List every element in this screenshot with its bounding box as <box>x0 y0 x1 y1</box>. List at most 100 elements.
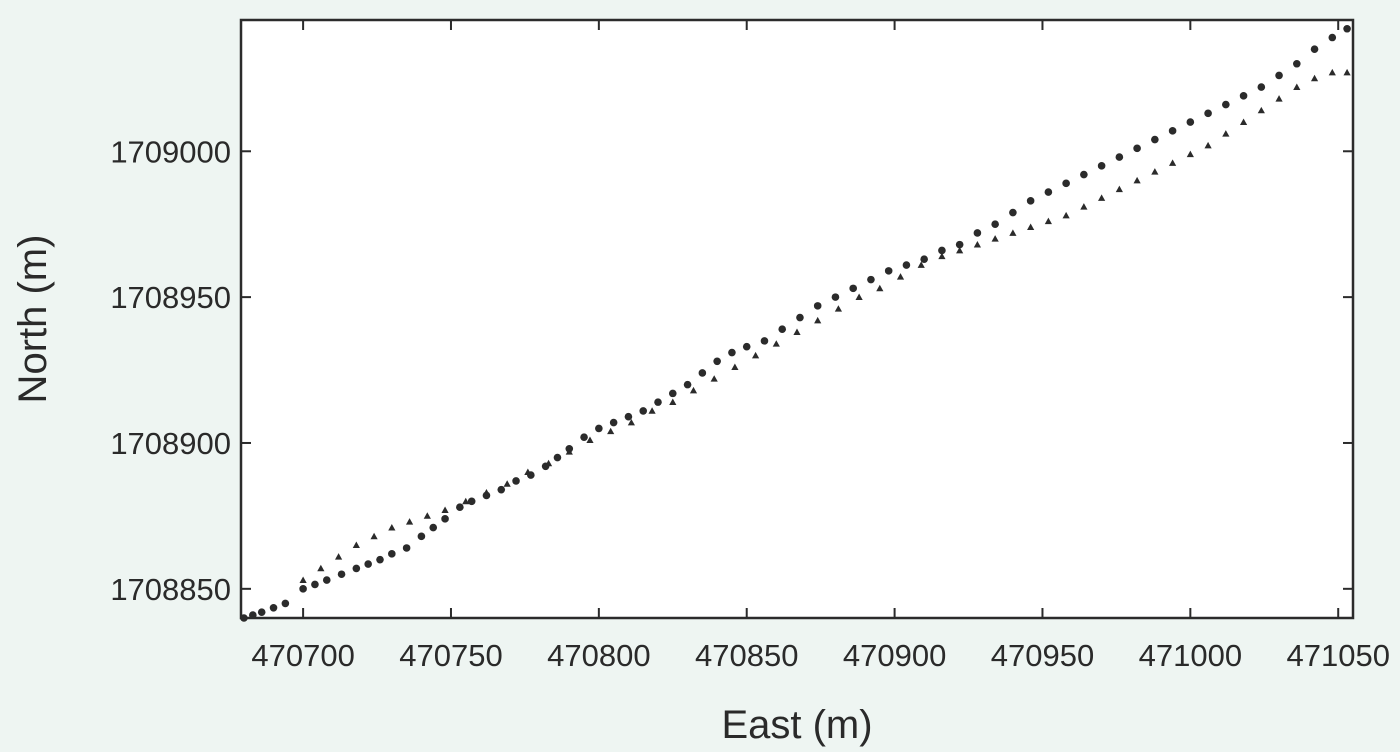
data-point-dot <box>624 412 633 421</box>
data-point-dot <box>240 614 248 622</box>
y-axis-title: North (m) <box>11 235 55 404</box>
data-point-dot <box>1009 208 1017 217</box>
data-point-dot <box>1151 135 1159 144</box>
data-point-triangle <box>669 398 677 406</box>
data-point-triangle <box>648 407 656 414</box>
data-point-dot <box>668 389 677 398</box>
data-point-triangle <box>1222 130 1230 137</box>
data-points <box>240 24 1351 622</box>
data-point-dot <box>1257 83 1266 91</box>
data-point-triangle <box>917 261 925 268</box>
data-point-dot <box>595 424 603 433</box>
y-tick-label: 1708900 <box>110 426 231 461</box>
data-point-triangle <box>1098 194 1106 201</box>
data-point-dot <box>441 515 449 523</box>
data-point-triangle <box>1328 68 1336 76</box>
data-point-triangle <box>973 241 982 248</box>
data-point-triangle <box>565 448 573 455</box>
data-point-dot <box>429 523 438 532</box>
data-point-dot <box>376 555 384 564</box>
data-point-dot <box>884 267 893 275</box>
data-point-triangle <box>524 468 532 476</box>
data-point-triangle <box>405 518 414 525</box>
data-point-triangle <box>1027 223 1035 230</box>
data-point-triangle <box>1080 203 1088 210</box>
x-tick-label: 470900 <box>843 638 946 673</box>
data-point-triangle <box>586 436 594 443</box>
data-point-dot <box>639 407 648 415</box>
data-point-triangle <box>462 497 470 505</box>
y-tick-label: 1709000 <box>110 134 231 169</box>
data-point-triangle <box>334 553 343 560</box>
data-point-triangle <box>352 541 360 548</box>
data-point-dot <box>337 570 346 579</box>
x-tick-label: 470700 <box>251 638 354 673</box>
data-point-triangle <box>751 351 760 359</box>
data-point-dot <box>1168 127 1177 135</box>
data-point-triangle <box>1343 68 1351 76</box>
data-point-dot <box>973 229 982 237</box>
data-point-dot <box>512 477 520 485</box>
data-point-dot <box>902 261 911 269</box>
data-point-dot <box>417 532 426 541</box>
data-point-dot <box>1026 197 1035 205</box>
data-point-dot <box>1222 100 1230 109</box>
data-point-dot <box>1097 162 1106 170</box>
data-point-triangle <box>689 386 698 394</box>
data-point-dot <box>1044 188 1053 196</box>
data-point-triangle <box>896 273 905 280</box>
x-tick-label: 470750 <box>399 638 502 673</box>
data-point-dot <box>322 576 331 584</box>
data-point-triangle <box>876 284 884 292</box>
data-point-triangle <box>855 293 863 301</box>
x-tick-label: 470950 <box>991 638 1094 673</box>
data-point-dot <box>269 603 278 612</box>
data-point-triangle <box>956 246 964 254</box>
data-point-dot <box>1343 24 1351 33</box>
data-point-dot <box>991 220 999 228</box>
data-point-triangle <box>388 523 396 531</box>
data-point-dot <box>257 608 266 616</box>
data-point-dot <box>299 585 307 593</box>
data-point-triangle <box>544 459 553 467</box>
data-point-triangle <box>1168 159 1177 166</box>
data-point-dot <box>813 302 822 310</box>
data-point-triangle <box>938 252 946 260</box>
x-tick-label: 470800 <box>547 638 650 673</box>
data-point-dot <box>742 342 751 351</box>
data-point-triangle <box>503 480 511 487</box>
data-point-dot <box>654 398 662 406</box>
data-point-dot <box>698 369 707 377</box>
data-point-triangle <box>991 235 999 242</box>
data-point-dot <box>920 255 928 263</box>
data-point-dot <box>281 599 290 608</box>
x-tick-label: 471050 <box>1286 638 1389 673</box>
data-point-dot <box>938 246 946 255</box>
data-point-dot <box>796 313 804 322</box>
data-point-triangle <box>1133 176 1141 184</box>
x-axis-title: East (m) <box>721 703 872 747</box>
data-point-dot <box>1133 144 1141 153</box>
data-point-triangle <box>607 427 615 435</box>
data-point-dot <box>352 564 361 573</box>
data-point-dot <box>831 293 840 301</box>
data-point-dot <box>728 348 736 357</box>
x-tick-label: 471000 <box>1139 638 1242 673</box>
data-point-dot <box>1328 33 1337 42</box>
data-point-dot <box>1310 45 1319 53</box>
data-point-dot <box>249 611 257 619</box>
data-point-dot <box>456 503 464 511</box>
data-point-triangle <box>1062 211 1070 219</box>
data-point-dot <box>849 284 857 293</box>
data-point-dot <box>1293 59 1301 68</box>
data-point-dot <box>778 325 787 334</box>
data-point-dot <box>497 485 506 494</box>
data-point-triangle <box>317 564 325 572</box>
data-point-dot <box>311 580 319 589</box>
y-tick-label: 1708950 <box>110 280 231 315</box>
data-point-triangle <box>299 576 307 583</box>
data-point-dot <box>955 240 964 249</box>
data-point-dot <box>553 453 562 462</box>
data-point-triangle <box>772 340 780 347</box>
